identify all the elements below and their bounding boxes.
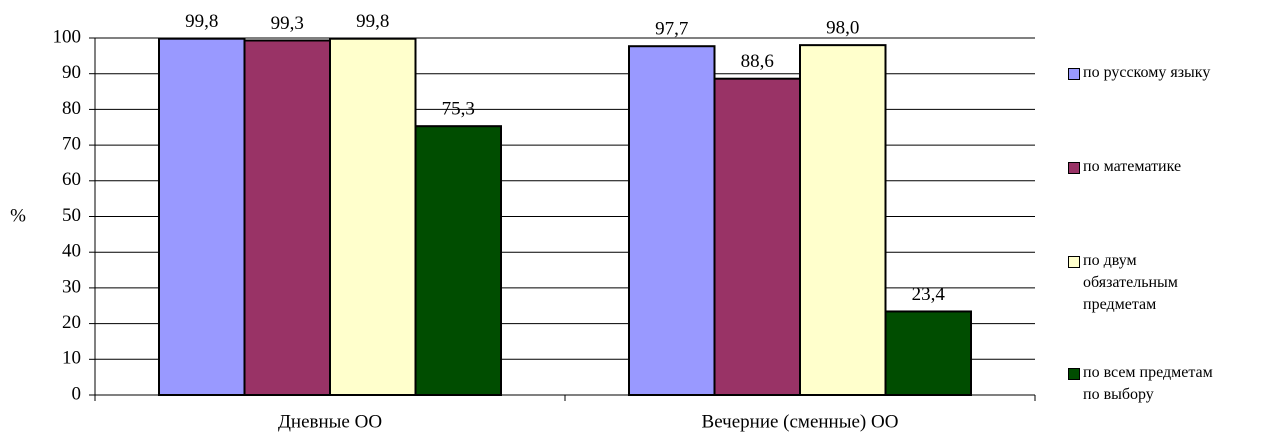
y-tick-label: 60 — [62, 169, 81, 190]
x-tick-label: Вечерние (сменные) ОО — [702, 411, 899, 432]
y-tick-label: 90 — [62, 62, 81, 83]
y-tick-label: 0 — [72, 383, 82, 404]
bar — [628, 45, 716, 396]
y-tick-label: 70 — [62, 133, 81, 154]
legend-swatch — [1068, 162, 1080, 174]
legend-swatch — [1068, 256, 1080, 268]
bar — [414, 125, 502, 397]
y-tick-label: 10 — [62, 348, 81, 369]
legend-label: по двум обязательным предметам — [1083, 252, 1178, 313]
bar — [884, 310, 972, 397]
legend-swatch — [1068, 68, 1080, 80]
y-tick-label: 50 — [62, 205, 81, 226]
bar — [329, 37, 417, 397]
y-axis-label: % — [10, 205, 26, 226]
value-label: 75,3 — [442, 99, 475, 120]
legend-entry: по математике — [1068, 156, 1218, 178]
value-label: 98,0 — [826, 17, 859, 38]
value-label: 23,4 — [912, 284, 946, 305]
bar — [158, 37, 246, 397]
value-label: 97,7 — [655, 19, 688, 40]
bar — [713, 77, 801, 396]
legend-swatch — [1068, 368, 1080, 380]
y-tick-label: 40 — [62, 241, 81, 262]
legend-entry: по двум обязательным предметам — [1068, 250, 1218, 316]
legend-label: по всем предметам по выбору — [1083, 364, 1213, 403]
y-tick-label: 100 — [53, 26, 82, 47]
value-label: 99,3 — [271, 13, 304, 34]
bar — [243, 39, 331, 397]
y-tick-label: 80 — [62, 98, 81, 119]
legend-entry: по всем предметам по выбору — [1068, 362, 1218, 406]
value-label: 99,8 — [185, 11, 218, 32]
legend-entry: по русскому языку — [1068, 62, 1218, 84]
y-tick-label: 30 — [62, 276, 81, 297]
bar — [799, 44, 887, 396]
x-tick-label: Дневные ОО — [278, 411, 382, 432]
legend-label: по математике — [1083, 158, 1182, 175]
y-tick-label: 20 — [62, 312, 81, 333]
value-label: 88,6 — [741, 51, 774, 72]
value-label: 99,8 — [356, 11, 389, 32]
legend-label: по русскому языку — [1083, 64, 1211, 81]
